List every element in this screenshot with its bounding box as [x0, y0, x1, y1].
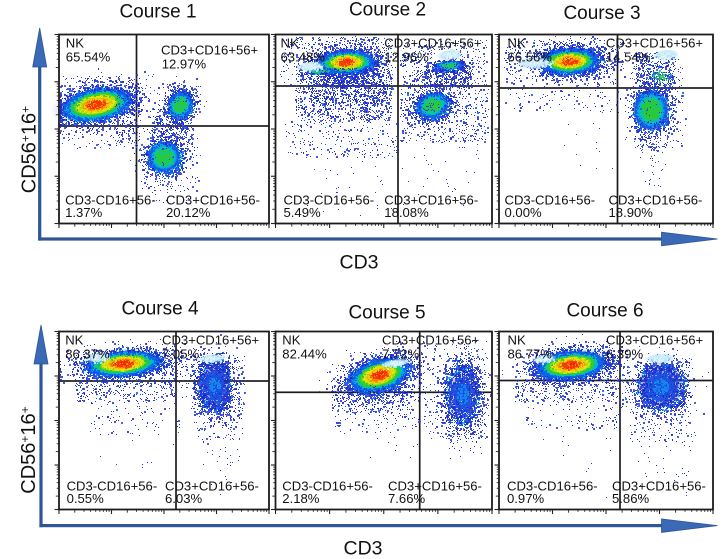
- svg-text:7.05%: 7.05%: [162, 347, 199, 362]
- svg-text:CD3+CD16+56-: CD3+CD16+56-: [166, 193, 260, 208]
- svg-text:Course 3: Course 3: [563, 3, 640, 24]
- svg-text:0.00%: 0.00%: [505, 205, 542, 220]
- svg-text:5.86%: 5.86%: [612, 491, 649, 506]
- svg-text:12.96%: 12.96%: [384, 50, 429, 65]
- svg-text:14.54%: 14.54%: [606, 50, 651, 65]
- svg-text:NK: NK: [281, 36, 299, 51]
- svg-text:Course 2: Course 2: [349, 0, 426, 21]
- svg-text:CD56+16+: CD56+16+: [18, 406, 40, 493]
- svg-text:CD3+CD16+56+: CD3+CD16+56+: [606, 333, 703, 348]
- svg-text:63.48%: 63.48%: [281, 50, 326, 65]
- svg-text:2.18%: 2.18%: [282, 491, 319, 506]
- svg-text:CD3-CD16+56-: CD3-CD16+56-: [284, 193, 375, 208]
- svg-text:NK: NK: [282, 333, 300, 348]
- svg-text:CD3-CD16+56-: CD3-CD16+56-: [65, 193, 156, 208]
- svg-text:CD3+CD16+56+: CD3+CD16+56+: [606, 36, 703, 51]
- svg-text:82.44%: 82.44%: [282, 347, 327, 362]
- svg-text:0.55%: 0.55%: [67, 491, 104, 506]
- svg-text:CD3+CD16+56-: CD3+CD16+56-: [612, 479, 706, 494]
- svg-text:NK: NK: [66, 36, 84, 51]
- svg-text:66.56%: 66.56%: [508, 50, 553, 65]
- svg-text:CD3+CD16+56-: CD3+CD16+56-: [384, 193, 478, 208]
- svg-text:CD3+CD16+56+: CD3+CD16+56+: [384, 36, 481, 51]
- svg-text:1.37%: 1.37%: [65, 205, 102, 220]
- svg-text:NK: NK: [508, 36, 526, 51]
- svg-text:CD3-CD16+56-: CD3-CD16+56-: [282, 479, 373, 494]
- svg-text:CD3: CD3: [343, 538, 382, 559]
- svg-text:7.72%: 7.72%: [382, 347, 419, 362]
- svg-text:CD3+CD16+56-: CD3+CD16+56-: [388, 479, 482, 494]
- svg-text:CD56+16+: CD56+16+: [19, 106, 41, 193]
- svg-text:5.49%: 5.49%: [284, 205, 321, 220]
- svg-text:20.12%: 20.12%: [166, 205, 211, 220]
- svg-text:CD3+CD16+56-: CD3+CD16+56-: [165, 479, 259, 494]
- svg-text:CD3+CD16+56+: CD3+CD16+56+: [162, 333, 259, 348]
- svg-text:7.66%: 7.66%: [388, 491, 425, 506]
- svg-text:NK: NK: [508, 333, 526, 348]
- svg-text:65.54%: 65.54%: [66, 50, 111, 65]
- svg-text:18.08%: 18.08%: [384, 205, 429, 220]
- svg-text:CD3+CD16+56-: CD3+CD16+56-: [609, 193, 703, 208]
- svg-text:Course 6: Course 6: [566, 301, 643, 322]
- svg-text:CD3+CD16+56+: CD3+CD16+56+: [161, 43, 258, 58]
- svg-text:6.03%: 6.03%: [165, 491, 202, 506]
- svg-text:CD3-CD16+56-: CD3-CD16+56-: [507, 479, 598, 494]
- svg-text:NK: NK: [65, 333, 83, 348]
- svg-text:0.97%: 0.97%: [507, 491, 544, 506]
- svg-text:86.77%: 86.77%: [508, 347, 553, 362]
- svg-text:CD3-CD16+56-: CD3-CD16+56-: [67, 479, 158, 494]
- svg-text:18.90%: 18.90%: [609, 205, 654, 220]
- svg-text:Course 5: Course 5: [348, 303, 425, 324]
- svg-text:CD3: CD3: [339, 252, 378, 274]
- svg-text:86.37%: 86.37%: [65, 347, 110, 362]
- svg-text:Course 4: Course 4: [121, 298, 199, 319]
- svg-text:Course 1: Course 1: [119, 1, 196, 22]
- svg-text:6.39%: 6.39%: [606, 347, 643, 362]
- svg-text:12.97%: 12.97%: [162, 57, 207, 72]
- svg-text:CD3-CD16+56-: CD3-CD16+56-: [505, 193, 596, 208]
- svg-text:CD3+CD16+56+: CD3+CD16+56+: [382, 333, 479, 348]
